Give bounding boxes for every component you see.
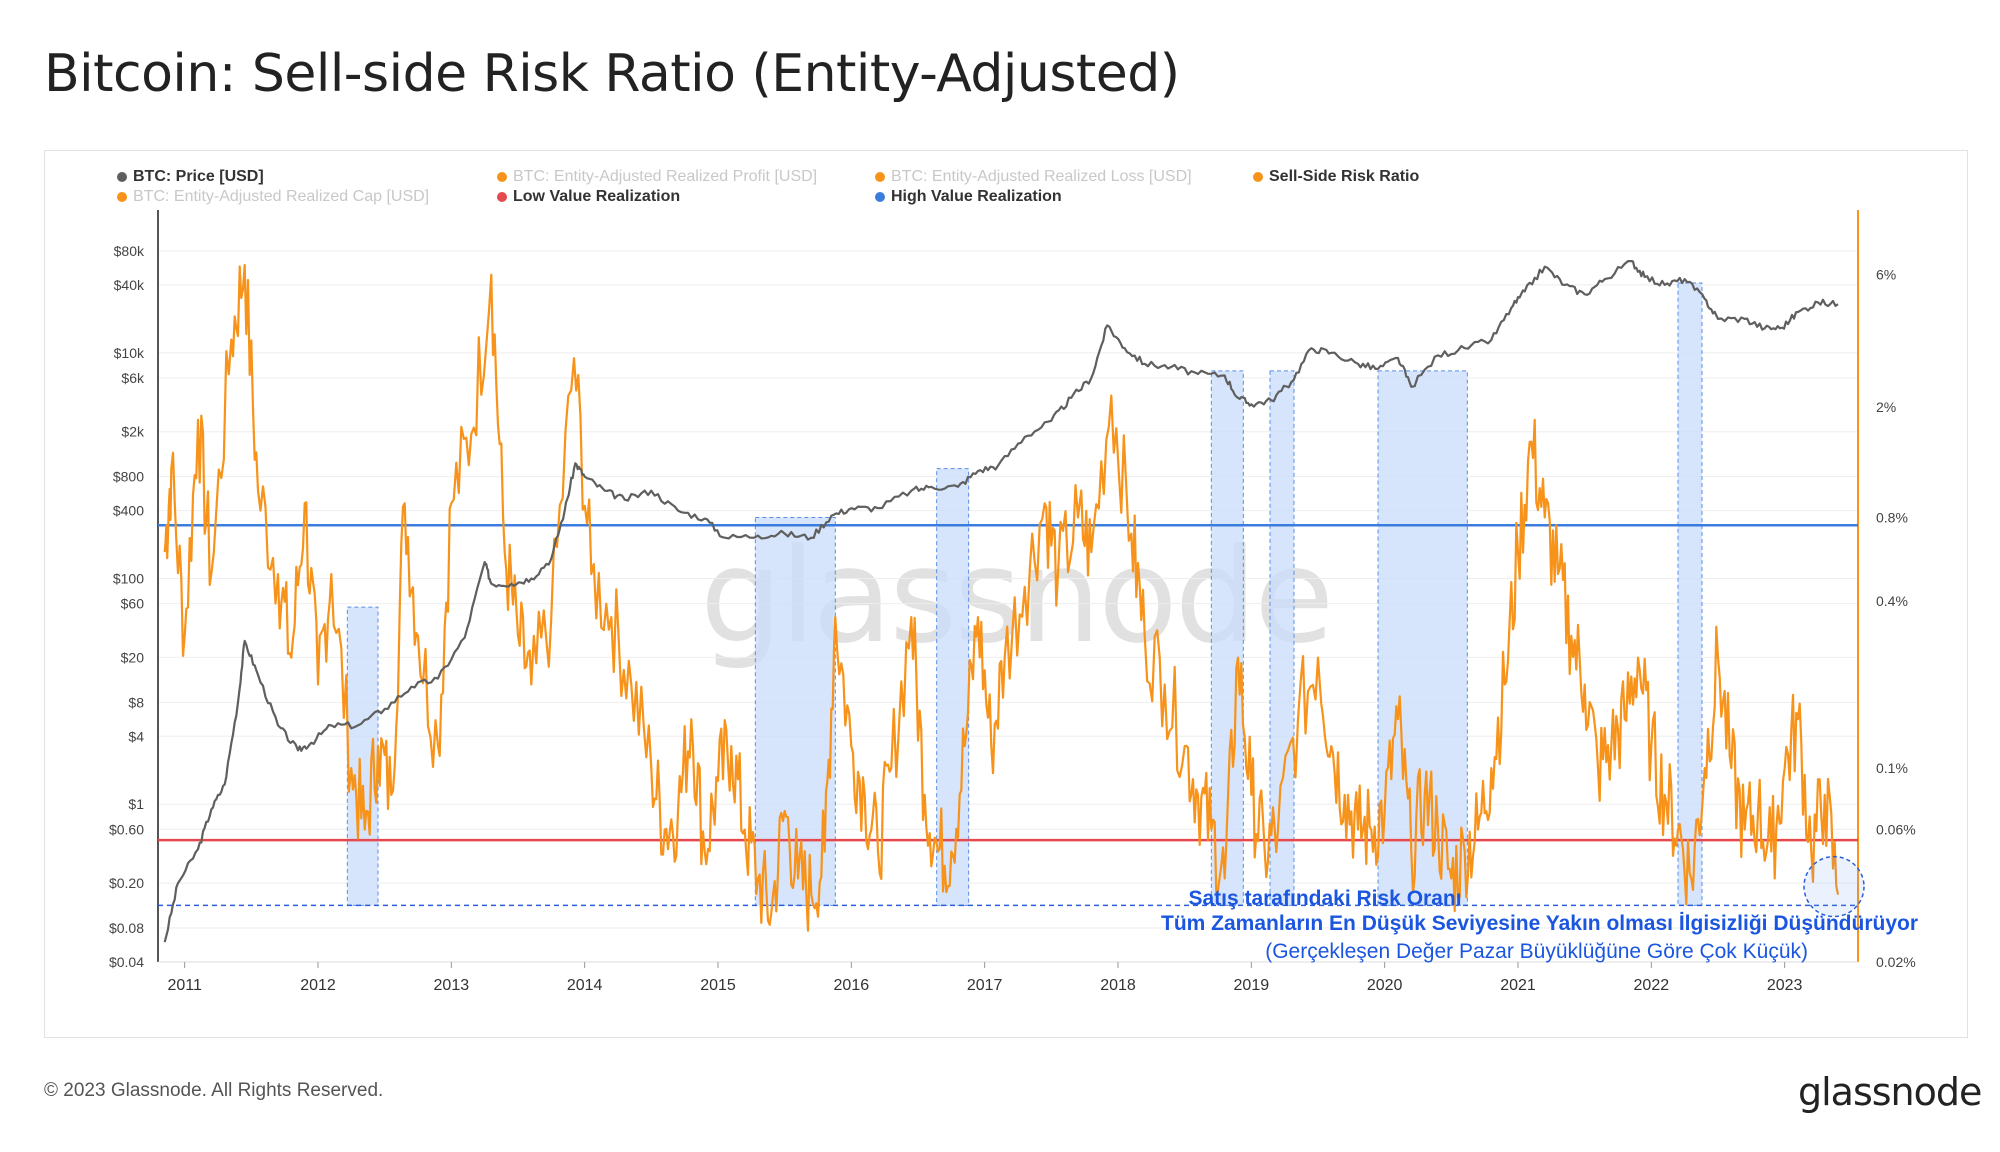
y-left-tick-label: $6k <box>121 370 145 386</box>
legend-item-high-value-realization[interactable]: High Value Realization <box>875 188 1062 206</box>
legend: BTC: Price [USD] BTC: Entity-Adjusted Re… <box>45 151 1967 221</box>
y-left-tick-label: $8 <box>128 694 144 710</box>
annotation-line-1: Satış tarafındaki Risk Oranı <box>1188 887 1462 910</box>
shaded-period <box>1677 282 1703 906</box>
highlight-circle <box>1803 855 1865 918</box>
y-right-tick-label: 0.1% <box>1876 760 1908 776</box>
x-tick-label: 2019 <box>1234 977 1270 994</box>
y-left-tick-label: $0.08 <box>109 920 144 936</box>
legend-dot-icon <box>875 172 885 182</box>
price-series-line <box>163 260 1839 943</box>
y-left-tick-label: $0.04 <box>109 954 144 970</box>
legend-item-sell-side-risk-ratio[interactable]: Sell-Side Risk Ratio <box>1253 168 1419 186</box>
legend-dot-icon <box>1253 172 1263 182</box>
x-tick-label: 2018 <box>1100 977 1136 994</box>
legend-item-realized-profit[interactable]: BTC: Entity-Adjusted Realized Profit [US… <box>497 168 817 186</box>
legend-label: Sell-Side Risk Ratio <box>1269 168 1420 185</box>
y-right-tick-label: 2% <box>1876 399 1896 415</box>
legend-label: BTC: Price [USD] <box>133 168 264 185</box>
page-title: Bitcoin: Sell-side Risk Ratio (Entity-Ad… <box>44 44 1180 104</box>
legend-label: Low Value Realization <box>513 188 681 205</box>
y-right-tick-label: 6% <box>1876 267 1896 283</box>
shaded-period <box>1377 370 1468 906</box>
y-left-tick-label: $400 <box>113 503 144 519</box>
legend-item-price[interactable]: BTC: Price [USD] <box>117 168 264 186</box>
glassnode-logo: glassnode <box>1798 1070 1982 1114</box>
x-tick-label: 2021 <box>1500 977 1536 994</box>
x-tick-label: 2011 <box>167 977 202 994</box>
x-tick-label: 2015 <box>700 977 736 994</box>
y-right-tick-label: 0.06% <box>1876 822 1916 838</box>
x-tick-label: 2017 <box>967 977 1003 994</box>
y-left-tick-label: $40k <box>114 277 145 293</box>
y-left-tick-label: $20 <box>121 649 145 665</box>
annotation-line-2: Tüm Zamanların En Düşük Seviyesine Yakın… <box>1161 912 1918 935</box>
legend-label: BTC: Entity-Adjusted Realized Cap [USD] <box>133 188 430 205</box>
x-tick-label: 2020 <box>1367 977 1403 994</box>
x-tick-label: 2013 <box>434 977 470 994</box>
x-tick-label: 2014 <box>567 977 603 994</box>
x-tick-label: 2012 <box>300 977 336 994</box>
y-left-tick-label: $10k <box>114 345 145 361</box>
y-left-tick-label: $0.60 <box>109 821 144 837</box>
y-right-tick-label: 0.8% <box>1876 509 1908 525</box>
y-left-tick-label: $80k <box>114 243 145 259</box>
legend-dot-icon <box>497 172 507 182</box>
annotation-line-3: (Gerçekleşen Değer Pazar Büyüklüğüne Gör… <box>1265 940 1808 963</box>
y-left-tick-label: $4 <box>128 728 144 744</box>
y-left-tick-label: $1 <box>128 796 144 812</box>
y-left-tick-label: $60 <box>121 596 145 612</box>
y-right-tick-label: 0.02% <box>1876 954 1916 970</box>
y-left-tick-label: $0.20 <box>109 875 144 891</box>
legend-label: BTC: Entity-Adjusted Realized Loss [USD] <box>891 168 1192 185</box>
legend-dot-icon <box>497 192 507 202</box>
y-left-tick-label: $800 <box>113 469 144 485</box>
legend-dot-icon <box>875 192 885 202</box>
y-left-tick-label: $2k <box>121 424 145 440</box>
legend-dot-icon <box>117 172 127 182</box>
legend-item-low-value-realization[interactable]: Low Value Realization <box>497 188 680 206</box>
legend-item-realized-cap[interactable]: BTC: Entity-Adjusted Realized Cap [USD] <box>117 188 429 206</box>
legend-dot-icon <box>117 192 127 202</box>
copyright: © 2023 Glassnode. All Rights Reserved. <box>44 1080 384 1101</box>
x-tick-label: 2022 <box>1634 977 1670 994</box>
legend-label: BTC: Entity-Adjusted Realized Profit [US… <box>513 168 818 185</box>
x-tick-label: 2016 <box>834 977 870 994</box>
y-right-tick-label: 0.4% <box>1876 593 1908 609</box>
sell-side-risk-ratio-line <box>163 263 1840 932</box>
y-left-tick-label: $100 <box>113 571 144 587</box>
legend-label: High Value Realization <box>891 188 1062 205</box>
x-tick-label: 2023 <box>1767 977 1803 994</box>
legend-item-realized-loss[interactable]: BTC: Entity-Adjusted Realized Loss [USD] <box>875 168 1192 186</box>
